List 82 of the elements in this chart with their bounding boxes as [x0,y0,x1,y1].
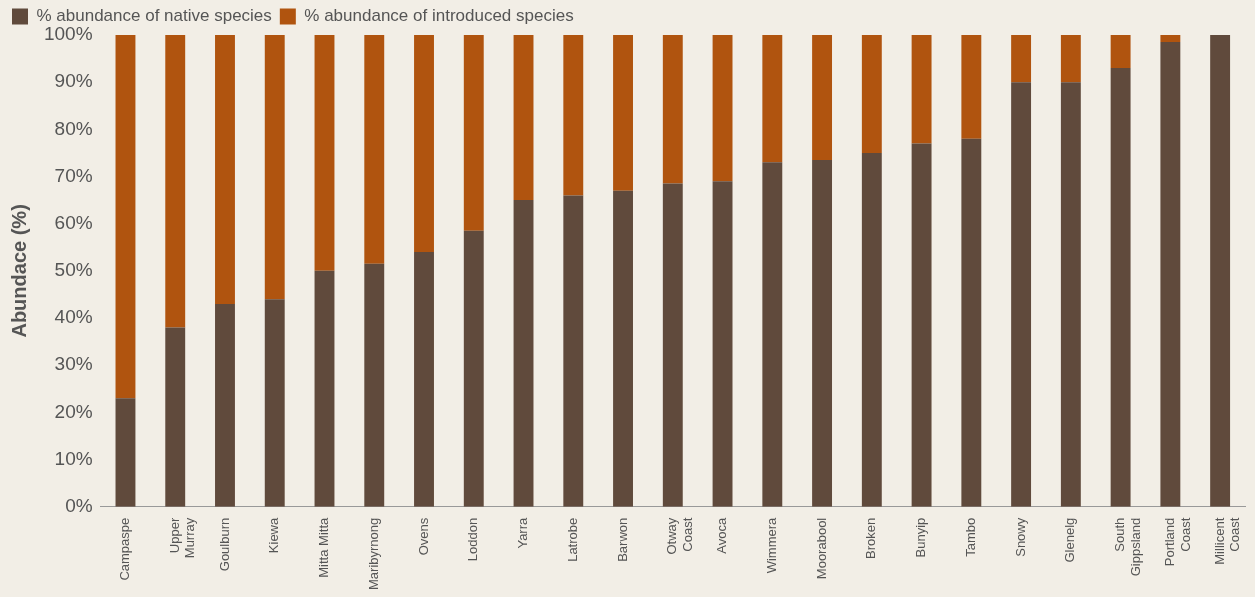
x-tick-label: Latrobe [564,517,580,562]
bar [911,143,932,507]
x-tick-label: Goulburn [216,517,232,572]
bar [613,190,633,507]
bar [1011,35,1032,83]
bar [513,35,534,201]
x-tick-label: Millicent Coast [1211,517,1243,565]
y-tick-label: 70% [54,164,93,186]
bar [414,252,434,507]
x-tick-label: Portland Coast [1161,517,1193,567]
y-axis-title: Abundace (%) [7,204,30,338]
bar [314,35,335,271]
bar [1060,35,1081,83]
bar [1160,42,1181,507]
y-tick-label: 20% [54,400,93,422]
bar [861,35,882,153]
x-tick-label: Avoca [714,516,730,554]
x-tick-label: Tambo [962,517,978,557]
bar [215,303,235,507]
x-tick-label: Moorabool [813,517,829,580]
bar [215,35,235,304]
x-tick-label: Ovens [415,517,431,556]
x-tick-label: Barwon [614,517,630,562]
bar [563,35,584,196]
bar [165,35,186,328]
x-tick-label: Snowy [1012,517,1028,557]
bar [1060,82,1081,507]
bar [563,195,584,507]
bar [961,138,982,507]
x-tick-label: Wimmera [763,516,779,574]
y-tick-label: 0% [65,494,93,516]
bar [911,35,932,144]
x-tick-label: Loddon [465,517,481,562]
bar [1011,82,1032,507]
x-tick-label: Yarra [515,516,531,549]
bar [762,162,783,507]
x-tick-label: Glenelg [1062,517,1078,563]
legend-label: % abundance of native species [36,6,272,26]
bar [1160,35,1181,43]
y-tick-label: 90% [54,70,93,92]
bar [115,35,136,399]
bar [463,230,484,507]
bar [812,160,833,507]
bar [463,35,484,231]
bar [961,35,982,139]
y-tick-label: 80% [54,117,93,139]
y-tick-label: 30% [54,353,93,375]
bar [264,35,285,300]
bar [861,152,882,507]
bar [414,35,434,252]
bar [812,35,833,161]
x-tick-label: Broken [863,517,879,559]
x-tick-label: South Gippsland [1112,517,1143,577]
bar [1110,35,1131,69]
y-tick-label: 100% [43,23,93,45]
bar [314,270,335,507]
x-tick-label: Campaspe [117,517,133,581]
y-tick-label: 50% [54,259,93,281]
bar [1110,68,1131,507]
y-tick-label: 10% [54,447,93,469]
bar [513,200,534,507]
y-tick-label: 40% [54,306,93,328]
bar [264,299,285,507]
bar [115,398,136,507]
bar [662,35,683,184]
bar [165,327,186,507]
bar [364,263,385,507]
legend-label: % abundance of introduced species [304,6,574,26]
x-tick-label: Bunyip [913,517,929,558]
x-tick-label: Upper Murray [166,517,198,559]
bar [1210,35,1231,507]
bar [613,35,633,191]
y-tick-label: 60% [54,211,93,233]
x-tick-label: Kiewa [266,516,282,554]
bar [712,35,733,182]
bar [662,183,683,507]
bar [364,35,385,264]
x-tick-label: Otway Coast [664,517,695,555]
bar [712,181,733,507]
x-tick-label: Mitta Mitta [316,516,332,578]
bar [762,35,783,163]
x-tick-label: Maribyrnong [365,517,381,591]
